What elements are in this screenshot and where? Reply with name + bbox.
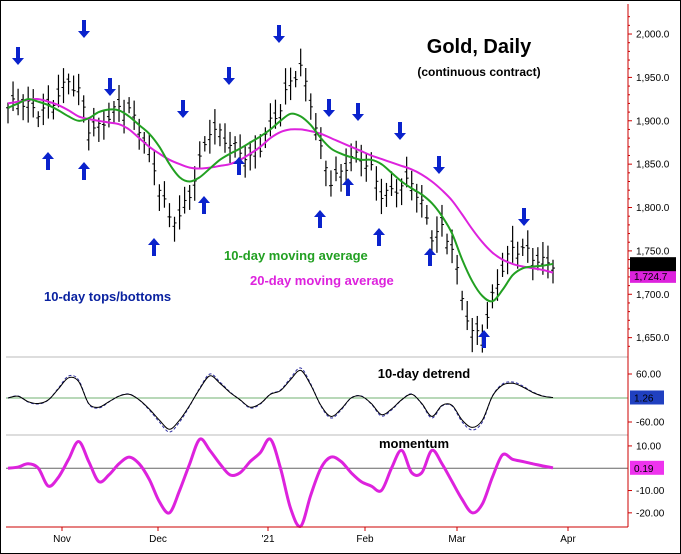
cycle-bottom-arrow [373,228,385,246]
momentum-tick-label: 10.00 [636,441,661,452]
month-label: Mar [448,534,466,545]
price-tick-label: 1,850.0 [636,160,670,171]
cycle-top-arrow [177,100,189,118]
cycle-top-arrow [394,122,406,140]
price-tick-label: 1,700.0 [636,290,670,301]
detrend-title: 10-day detrend [378,366,471,381]
ma20-last-badge-label: 1,724.7 [634,272,668,283]
chart-subtitle: (continuous contract) [417,65,540,79]
momentum-title: momentum [379,436,449,451]
month-label: Feb [356,534,374,545]
detrend-last-badge-box [630,390,664,405]
ma20-annotation: 20-day moving average [250,273,394,288]
cycle-bottom-arrow [342,178,354,196]
ma10-annotation: 10-day moving average [224,248,368,263]
cycle-bottom-arrow [42,152,54,170]
cycle-bottom-arrow [78,162,90,180]
cycle-top-arrow [78,20,90,38]
price-tick-label: 1,750.0 [636,246,670,257]
cycles-annotation: 10-day tops/bottoms [44,289,171,304]
momentum-last-badge-box [630,460,664,475]
cycle-top-arrow [12,47,24,65]
cycle-bottom-arrow [478,330,490,348]
price-tick-label: 1,800.0 [636,203,670,214]
last-price-badge-label: 1,734.7 [634,260,668,271]
price-tick-label: 1,950.0 [636,73,670,84]
ma20-line [7,98,554,274]
detrend-tick-label: -60.00 [636,418,665,429]
cycle-bottom-arrow [198,196,210,214]
momentum-tick-label: -20.00 [636,508,665,519]
cycle-bottom-arrow [314,210,326,228]
price-tick-label: 1,900.0 [636,116,670,127]
last-price-badge-box [630,257,676,272]
momentum-line [7,437,554,528]
cycle-top-arrow [433,156,445,174]
price-tick-label: 1,650.0 [636,333,670,344]
cycle-top-arrow [352,103,364,121]
cycle-top-arrow [223,67,235,85]
cycle-arrows [12,20,530,348]
month-label: Nov [53,534,71,545]
chart-texts: Gold, Daily (continuous contract) 10-day m… [44,36,676,475]
month-label: Apr [560,534,576,545]
cycle-top-arrow [104,78,116,96]
month-label: '21 [261,534,274,545]
detrend-line [7,369,554,430]
ma10-line [7,98,554,303]
cycle-bottom-arrow [148,238,160,256]
chart-lines [7,98,554,528]
cycle-bottom-arrow [424,248,436,266]
month-label: Dec [149,534,167,545]
detrend-tick-label: 60.00 [636,370,661,381]
price-tick-label: 2,000.0 [636,30,670,41]
ma20-last-badge-box [630,268,676,283]
cycle-top-arrow [518,208,530,226]
momentum-last-badge-label: 0.19 [634,464,654,475]
chart-axes: 2,000.0 1,950.0 1,900.0 1,850.0 1,800.0 1,750… [6,4,670,545]
chart-title: Gold, Daily [427,36,532,58]
cycle-top-arrow [273,25,285,43]
cycle-bottom-arrow [233,157,245,175]
momentum-tick-label: -10.00 [636,486,665,497]
detrend-last-badge-label: 1.26 [634,393,654,404]
cycle-top-arrow [323,99,335,117]
